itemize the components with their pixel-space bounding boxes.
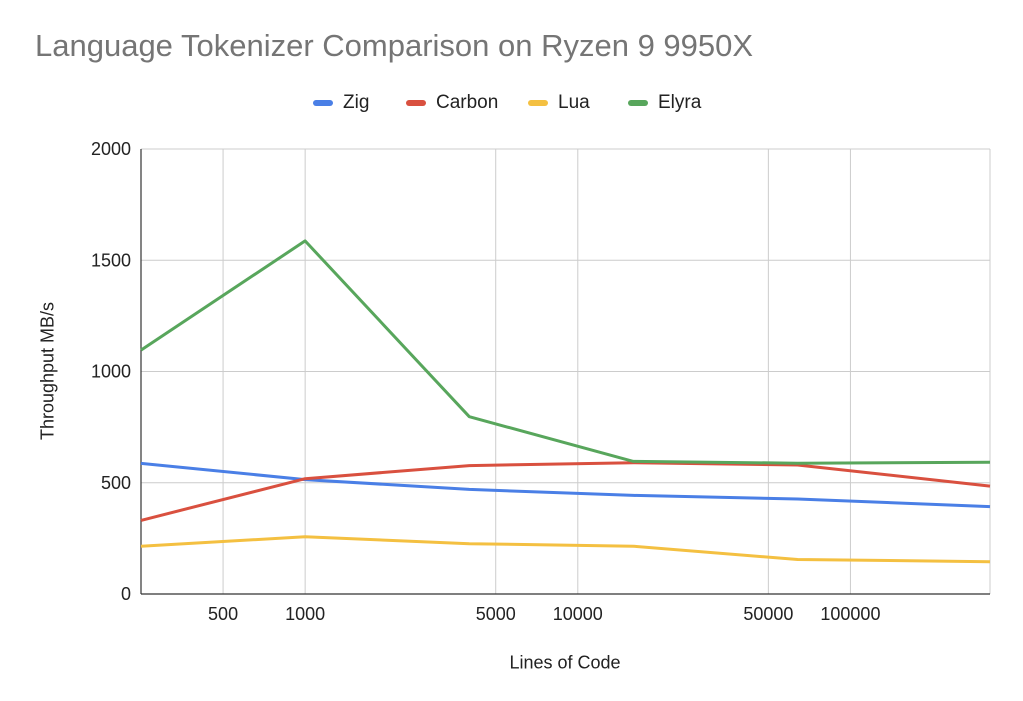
legend-swatch bbox=[406, 100, 426, 106]
x-tick-label: 5000 bbox=[476, 604, 516, 624]
series-line-carbon bbox=[140, 461, 991, 522]
legend-item-elyra: Elyra bbox=[628, 90, 701, 116]
x-axis-label: Lines of Code bbox=[509, 652, 621, 673]
legend-swatch bbox=[628, 100, 648, 106]
series-line-lua bbox=[140, 535, 991, 564]
y-tick-label: 500 bbox=[101, 473, 131, 493]
legend-item-carbon: Carbon bbox=[406, 90, 498, 116]
y-tick-label: 2000 bbox=[91, 139, 131, 159]
chart-legend: Zig Carbon Lua Elyra bbox=[0, 90, 1023, 116]
y-tick-label: 1000 bbox=[91, 362, 131, 382]
chart-title: Language Tokenizer Comparison on Ryzen 9… bbox=[35, 28, 754, 63]
x-tick-label: 100000 bbox=[820, 604, 880, 624]
x-tick-label: 50000 bbox=[743, 604, 793, 624]
x-tick-label: 10000 bbox=[553, 604, 603, 624]
legend-item-zig: Zig bbox=[313, 90, 369, 116]
legend-label: Carbon bbox=[436, 92, 499, 113]
y-tick-label: 1500 bbox=[91, 250, 131, 270]
series-line-zig bbox=[140, 461, 991, 509]
legend-item-lua: Lua bbox=[528, 90, 590, 116]
legend-label: Lua bbox=[558, 92, 590, 113]
x-tick-label: 500 bbox=[208, 604, 238, 624]
legend-label: Elyra bbox=[658, 92, 702, 113]
legend-label: Zig bbox=[343, 92, 370, 113]
legend-swatch bbox=[528, 100, 548, 106]
legend-swatch bbox=[313, 100, 333, 106]
x-tick-label: 1000 bbox=[285, 604, 325, 624]
y-tick-label: 0 bbox=[121, 584, 131, 604]
series-line-elyra bbox=[140, 239, 991, 465]
